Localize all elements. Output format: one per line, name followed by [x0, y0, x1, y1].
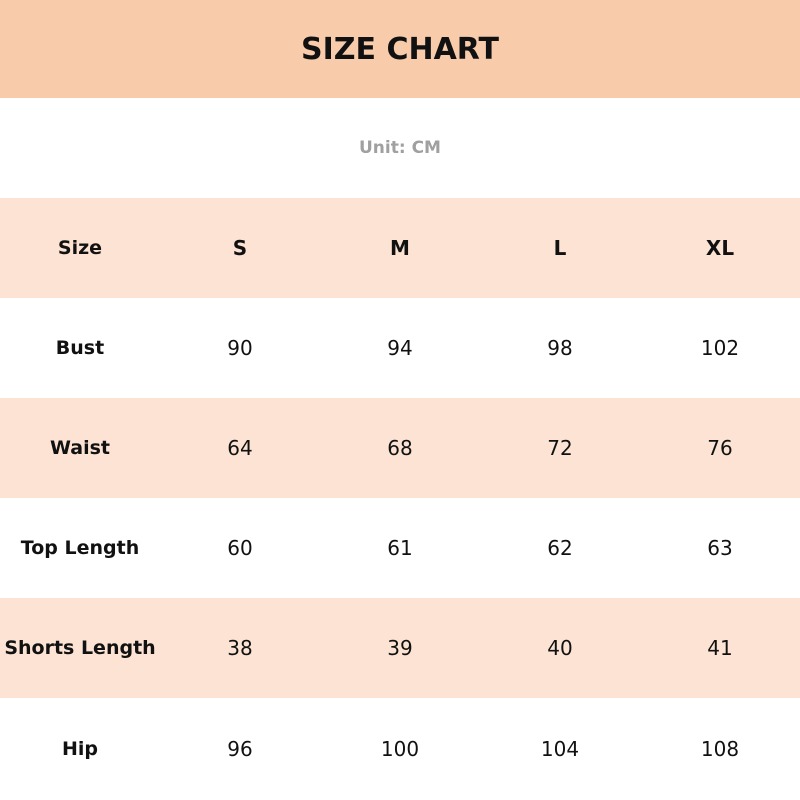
table-cell: S [232, 236, 248, 260]
table-row: Shorts Length 38 39 40 41 [0, 598, 800, 698]
table-cell: 104 [540, 737, 580, 761]
table-cell: 64 [227, 436, 253, 460]
table-cell: 102 [700, 336, 740, 360]
table-cell: 94 [387, 336, 413, 360]
table-cell: 96 [227, 737, 253, 761]
table-cell: 68 [387, 436, 413, 460]
table-cell: 108 [700, 737, 740, 761]
table-cell: 60 [227, 536, 253, 560]
row-label: Hip [61, 738, 98, 760]
table-cell: 98 [547, 336, 573, 360]
row-label: Bust [55, 337, 105, 359]
table-cell: 63 [707, 536, 733, 560]
table-cell: 38 [227, 636, 253, 660]
table-cell: 100 [380, 737, 420, 761]
table-cell: XL [705, 236, 735, 260]
row-label: Top Length [20, 537, 140, 559]
table-row: Hip 96 100 104 108 [0, 698, 800, 800]
table-cell: 62 [547, 536, 573, 560]
table-cell: L [553, 236, 567, 260]
table-row: Bust 90 94 98 102 [0, 298, 800, 398]
table-cell: M [390, 236, 410, 260]
table-cell: 90 [227, 336, 253, 360]
row-label: Shorts Length [4, 637, 156, 659]
row-label: Size [57, 237, 103, 259]
unit-label: Unit: CM [359, 138, 441, 158]
size-table: Size S M L XL Bust 90 94 98 102 Waist 64 68 72 76 Top L… [0, 198, 800, 800]
table-row: Waist 64 68 72 76 [0, 398, 800, 498]
row-label: Waist [49, 437, 110, 459]
page-title: SIZE CHART [0, 0, 800, 98]
table-cell: 41 [707, 636, 733, 660]
table-cell: 72 [547, 436, 573, 460]
table-cell: 40 [547, 636, 573, 660]
table-row: Top Length 60 61 62 63 [0, 498, 800, 598]
table-cell: 39 [387, 636, 413, 660]
table-cell: 76 [707, 436, 733, 460]
table-header-row: Size S M L XL [0, 198, 800, 298]
table-cell: 61 [387, 536, 413, 560]
